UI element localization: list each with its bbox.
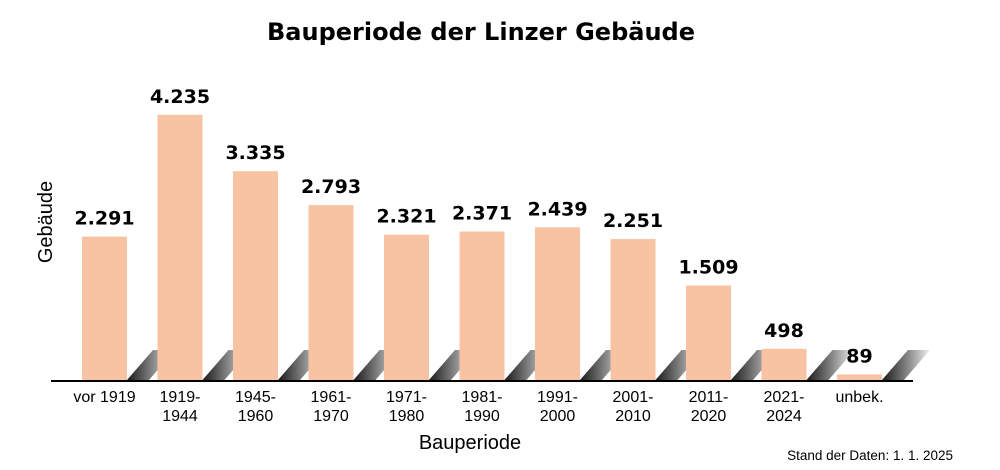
bar-value-label: 2.439	[527, 198, 587, 220]
x-tick-label: 1945-1960	[235, 389, 276, 425]
x-tick-label: 2001-2010	[613, 389, 654, 425]
bar	[837, 374, 882, 380]
bar	[308, 205, 354, 380]
bar-value-label: 3.335	[225, 142, 285, 164]
bar	[610, 239, 656, 380]
data-status-footnote: Stand der Daten: 1. 1. 2025	[787, 448, 953, 463]
x-tick-label: 1971-1980	[386, 389, 427, 425]
bar-shadow	[806, 350, 855, 380]
x-tick-label: 2011-2020	[689, 389, 729, 425]
bar	[686, 285, 731, 380]
x-tick-label: 2021-2024	[764, 389, 805, 425]
bar-value-label: 89	[846, 345, 872, 367]
bar-shadow	[882, 350, 930, 380]
x-tick-label: 1919-1944	[160, 389, 201, 425]
bar-value-label: 2.321	[376, 206, 436, 228]
bar	[157, 114, 203, 380]
x-tick-label: vor 1919	[73, 389, 135, 406]
value-labels: 2.291 4.235 3.335 2.793 2.321 2.371 2.439 2.251…	[74, 86, 872, 368]
bar-value-label: 2.371	[452, 203, 512, 225]
bar-value-label: 1.509	[678, 257, 738, 279]
bar-value-label: 2.291	[74, 208, 134, 230]
bar-value-label: 4.235	[150, 86, 210, 108]
bar	[535, 227, 580, 380]
bar-value-label: 498	[764, 320, 804, 342]
x-tick-labels: vor 1919 1919-1944 1945-1960 1961-1970 1971-…	[73, 389, 883, 425]
x-tick-label: 1991-2000	[537, 389, 578, 425]
chart-title: Bauperiode der Linzer Gebäude	[267, 18, 695, 46]
x-tick-label: 1981-1990	[462, 389, 503, 425]
bar-value-label: 2.793	[301, 176, 361, 198]
x-axis-label: Bauperiode	[419, 432, 521, 454]
bar	[82, 236, 127, 380]
bar	[761, 348, 807, 380]
bar	[459, 231, 505, 380]
bar	[384, 234, 429, 380]
bars	[82, 114, 882, 380]
bar	[233, 171, 278, 380]
bar-value-label: 2.251	[603, 210, 663, 232]
x-tick-label: unbek.	[835, 389, 883, 406]
x-tick-label: 1961-1970	[311, 389, 352, 425]
y-axis-label: Gebäude	[35, 181, 57, 263]
